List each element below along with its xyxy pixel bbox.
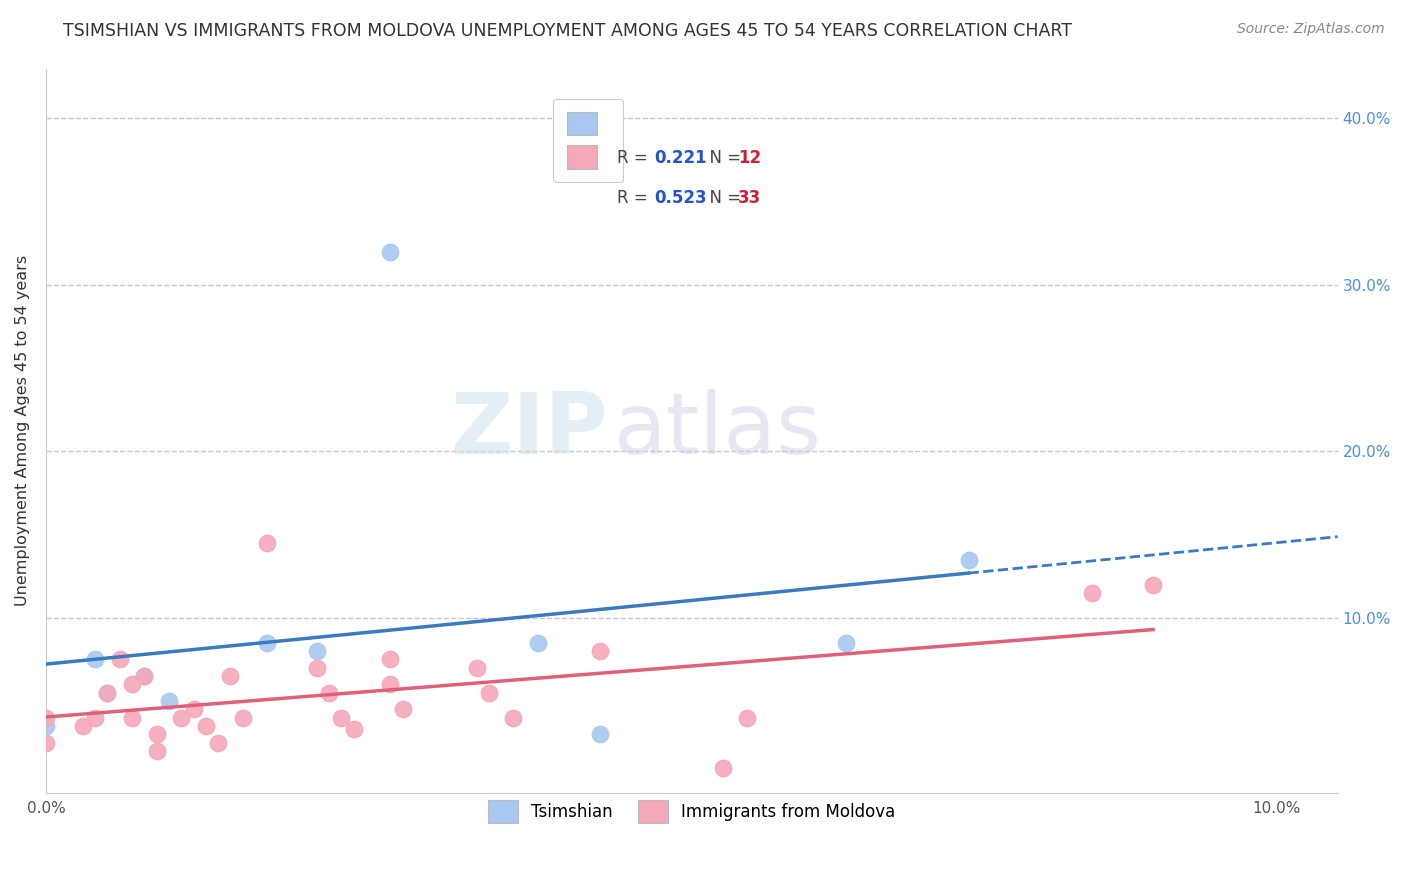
Point	[478, 686, 501, 700]
Point	[35, 711, 58, 725]
Point	[957, 552, 980, 566]
Point	[194, 719, 217, 733]
Point	[134, 669, 156, 683]
Text: 0.221: 0.221	[654, 149, 706, 167]
Text: N =: N =	[699, 189, 747, 207]
Text: 12: 12	[738, 149, 761, 167]
Point	[35, 736, 58, 750]
Point	[527, 636, 550, 650]
Point	[502, 711, 524, 725]
Point	[318, 686, 340, 700]
Point	[305, 661, 328, 675]
Point	[108, 652, 131, 666]
Text: atlas: atlas	[614, 389, 823, 472]
Point	[157, 694, 180, 708]
Point	[84, 711, 107, 725]
Point	[588, 644, 610, 658]
Point	[134, 669, 156, 683]
Text: R =: R =	[617, 189, 654, 207]
Point	[96, 686, 118, 700]
Point	[735, 711, 758, 725]
Point	[35, 719, 58, 733]
Point	[145, 744, 167, 758]
Point	[380, 677, 402, 691]
Point	[121, 677, 143, 691]
Legend: Tsimshian, Immigrants from Moldova: Tsimshian, Immigrants from Moldova	[477, 789, 907, 835]
Point	[330, 711, 353, 725]
Text: 0.523: 0.523	[654, 189, 706, 207]
Point	[84, 652, 107, 666]
Point	[305, 644, 328, 658]
Point	[465, 661, 488, 675]
Point	[145, 727, 167, 741]
Point	[588, 727, 610, 741]
Point	[256, 636, 278, 650]
Text: Source: ZipAtlas.com: Source: ZipAtlas.com	[1237, 22, 1385, 37]
Point	[342, 723, 364, 737]
Point	[1142, 577, 1164, 591]
Point	[380, 244, 402, 259]
Point	[170, 711, 193, 725]
Text: N =: N =	[699, 149, 747, 167]
Point	[121, 711, 143, 725]
Text: TSIMSHIAN VS IMMIGRANTS FROM MOLDOVA UNEMPLOYMENT AMONG AGES 45 TO 54 YEARS CORR: TSIMSHIAN VS IMMIGRANTS FROM MOLDOVA UNE…	[63, 22, 1073, 40]
Point	[207, 736, 229, 750]
Point	[1080, 586, 1102, 600]
Point	[183, 702, 205, 716]
Point	[391, 702, 413, 716]
Y-axis label: Unemployment Among Ages 45 to 54 years: Unemployment Among Ages 45 to 54 years	[15, 255, 30, 607]
Text: 33: 33	[738, 189, 762, 207]
Point	[834, 636, 856, 650]
Point	[380, 652, 402, 666]
Point	[219, 669, 242, 683]
Point	[711, 761, 734, 775]
Point	[96, 686, 118, 700]
Text: ZIP: ZIP	[450, 389, 607, 472]
Text: R =: R =	[617, 149, 654, 167]
Point	[72, 719, 94, 733]
Point	[232, 711, 254, 725]
Point	[256, 536, 278, 550]
